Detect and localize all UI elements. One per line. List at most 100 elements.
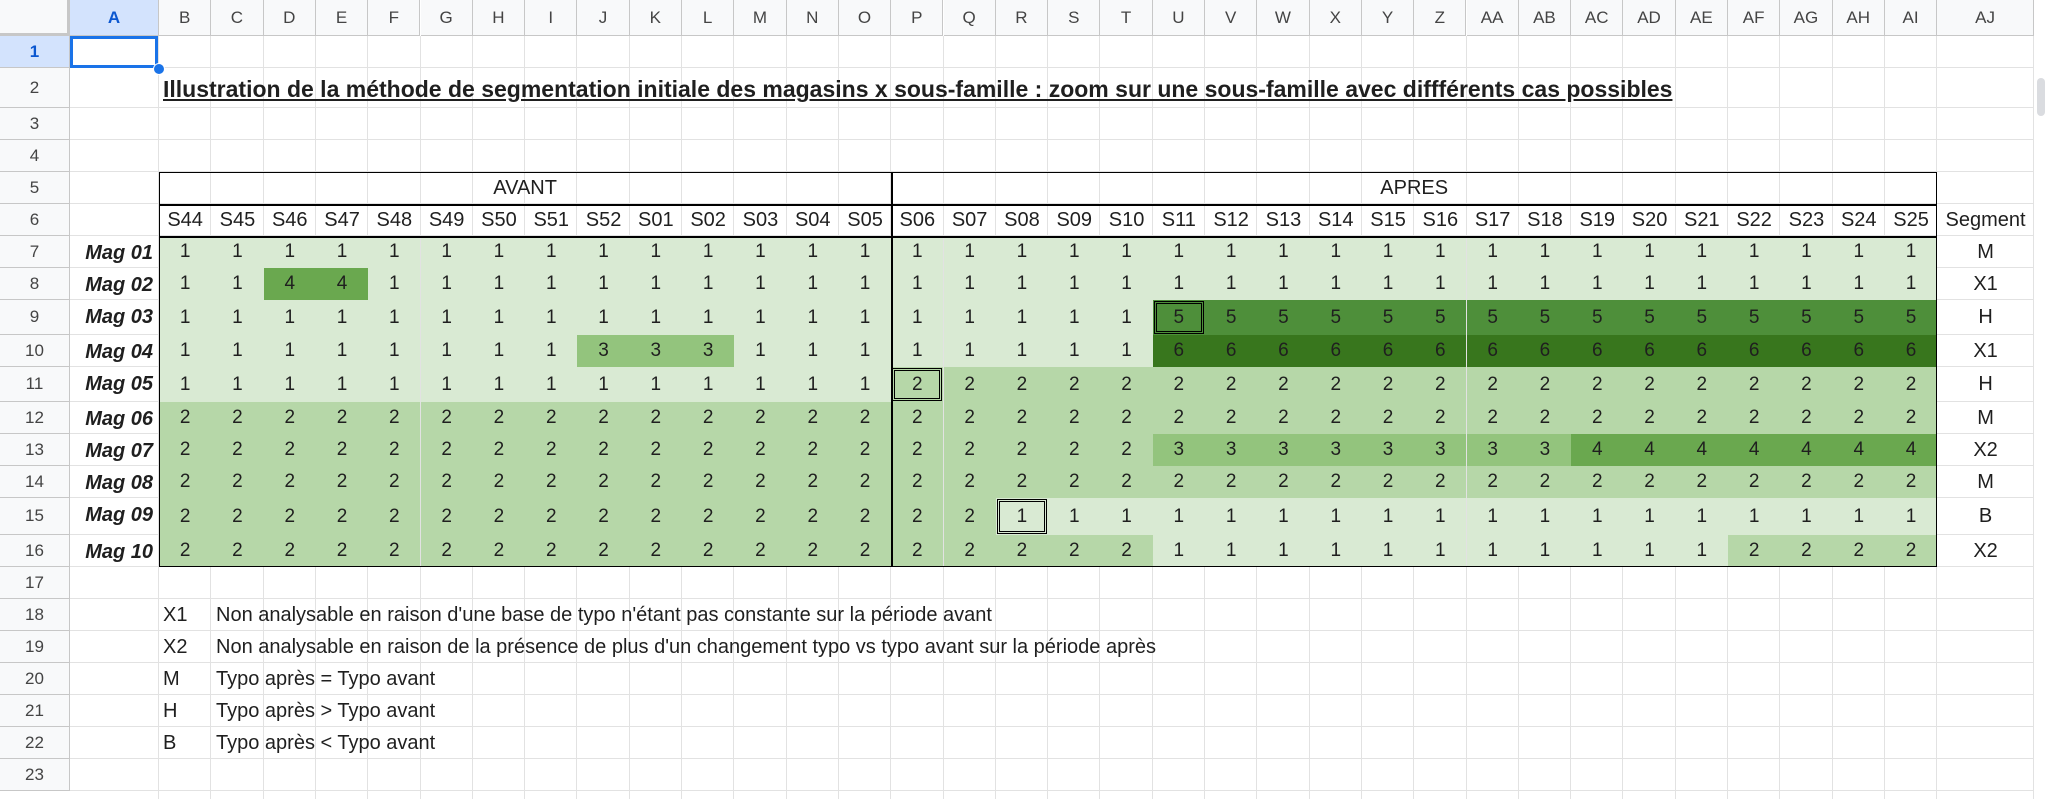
value-cell[interactable]: 1 xyxy=(1780,236,1833,268)
value-cell[interactable]: 1 xyxy=(1623,268,1676,300)
value-cell[interactable]: 6 xyxy=(1728,335,1781,367)
value-cell[interactable]: 1 xyxy=(211,335,264,367)
value-cell[interactable]: 2 xyxy=(577,466,630,498)
value-cell[interactable]: 2 xyxy=(943,466,996,498)
value-cell[interactable]: 1 xyxy=(1623,535,1676,567)
value-cell[interactable]: 2 xyxy=(472,466,526,498)
row-header-15[interactable]: 15 xyxy=(0,498,70,535)
value-cell[interactable]: 2 xyxy=(1728,535,1781,567)
value-cell[interactable]: 1 xyxy=(734,268,787,300)
value-cell[interactable]: 1 xyxy=(891,300,944,335)
value-cell[interactable]: 1 xyxy=(472,335,526,367)
value-cell[interactable]: 2 xyxy=(786,466,839,498)
value-cell[interactable]: 1 xyxy=(1152,268,1205,300)
value-cell[interactable]: 2 xyxy=(263,434,316,466)
value-cell[interactable]: 2 xyxy=(159,466,212,498)
value-cell[interactable]: 1 xyxy=(1414,236,1467,268)
value-cell[interactable]: 2 xyxy=(629,535,682,567)
value-cell[interactable]: 1 xyxy=(315,236,369,268)
value-cell[interactable]: 2 xyxy=(891,402,944,434)
value-cell[interactable]: 1 xyxy=(838,335,892,367)
value-cell[interactable]: 6 xyxy=(1205,335,1258,367)
value-cell[interactable]: 2 xyxy=(786,434,839,466)
row-header-11[interactable]: 11 xyxy=(0,367,70,402)
value-cell[interactable]: 2 xyxy=(682,466,735,498)
value-cell[interactable]: 2 xyxy=(786,402,839,434)
value-cell[interactable]: 1 xyxy=(1048,236,1101,268)
value-cell[interactable]: 1 xyxy=(1466,535,1519,567)
value-cell[interactable]: 2 xyxy=(1048,434,1101,466)
value-cell[interactable]: 1 xyxy=(1623,236,1676,268)
value-cell[interactable]: 1 xyxy=(629,367,682,402)
value-cell[interactable]: 1 xyxy=(1048,498,1101,535)
value-cell[interactable]: 2 xyxy=(682,535,735,567)
value-cell[interactable]: 4 xyxy=(1623,434,1676,466)
value-cell[interactable]: 1 xyxy=(420,367,473,402)
value-cell[interactable]: 2 xyxy=(629,434,682,466)
value-cell[interactable]: 2 xyxy=(1518,466,1572,498)
value-cell[interactable]: 1 xyxy=(786,236,839,268)
row-header-13[interactable]: 13 xyxy=(0,434,70,466)
value-cell[interactable]: 2 xyxy=(1100,535,1153,567)
column-header-AI[interactable]: AI xyxy=(1884,0,1938,36)
value-cell[interactable]: 2 xyxy=(1884,535,1938,567)
value-cell[interactable]: 2 xyxy=(1466,367,1519,402)
value-cell[interactable]: 2 xyxy=(629,466,682,498)
value-cell[interactable]: 6 xyxy=(1257,335,1310,367)
row-header-5[interactable]: 5 xyxy=(0,172,70,204)
value-cell[interactable]: 1 xyxy=(1675,236,1728,268)
value-cell[interactable]: 1 xyxy=(838,367,892,402)
value-cell[interactable]: 1 xyxy=(368,236,421,268)
column-header-I[interactable]: I xyxy=(525,0,578,36)
value-cell[interactable]: 1 xyxy=(1571,498,1624,535)
value-cell[interactable]: 1 xyxy=(891,236,944,268)
value-cell[interactable]: 2 xyxy=(1832,466,1885,498)
value-cell[interactable]: 2 xyxy=(1257,402,1310,434)
row-header-22[interactable]: 22 xyxy=(0,727,70,759)
value-cell[interactable]: 2 xyxy=(838,535,892,567)
value-cell[interactable]: 5 xyxy=(1832,300,1885,335)
value-cell[interactable]: 2 xyxy=(1414,367,1467,402)
value-cell[interactable]: 2 xyxy=(1048,367,1101,402)
value-cell[interactable]: 2 xyxy=(368,535,421,567)
value-cell[interactable]: 1 xyxy=(943,268,996,300)
value-cell[interactable]: 2 xyxy=(263,402,316,434)
value-cell[interactable]: 1 xyxy=(1361,236,1415,268)
value-cell[interactable]: 2 xyxy=(682,402,735,434)
fill-handle[interactable] xyxy=(153,63,165,75)
column-header-AG[interactable]: AG xyxy=(1780,0,1833,36)
value-cell[interactable]: 2 xyxy=(838,402,892,434)
value-cell[interactable]: 1 xyxy=(1100,236,1153,268)
row-header-2[interactable]: 2 xyxy=(0,68,70,108)
value-cell[interactable]: 3 xyxy=(1152,434,1205,466)
value-cell[interactable]: 1 xyxy=(838,268,892,300)
column-header-M[interactable]: M xyxy=(734,0,787,36)
column-header-AF[interactable]: AF xyxy=(1728,0,1781,36)
value-cell[interactable]: 1 xyxy=(1414,498,1467,535)
value-cell[interactable]: 1 xyxy=(1152,236,1205,268)
value-cell[interactable]: 1 xyxy=(943,300,996,335)
value-cell[interactable]: 2 xyxy=(682,498,735,535)
value-cell[interactable]: 2 xyxy=(525,434,578,466)
value-cell[interactable]: 1 xyxy=(211,236,264,268)
value-cell[interactable]: 1 xyxy=(682,367,735,402)
value-cell[interactable]: 2 xyxy=(1832,535,1885,567)
value-cell[interactable]: 2 xyxy=(472,498,526,535)
value-cell[interactable]: 1 xyxy=(1205,535,1258,567)
value-cell[interactable]: 2 xyxy=(943,535,996,567)
value-cell[interactable]: 2 xyxy=(263,466,316,498)
row-header-14[interactable]: 14 xyxy=(0,466,70,498)
row-header-10[interactable]: 10 xyxy=(0,335,70,367)
value-cell[interactable]: 2 xyxy=(1728,367,1781,402)
value-cell[interactable]: 2 xyxy=(943,367,996,402)
value-cell[interactable]: 2 xyxy=(577,434,630,466)
value-cell[interactable]: 2 xyxy=(159,535,212,567)
column-header-Q[interactable]: Q xyxy=(943,0,996,36)
value-cell[interactable]: 2 xyxy=(1100,434,1153,466)
value-cell[interactable]: 1 xyxy=(472,367,526,402)
value-cell[interactable]: 1 xyxy=(1571,268,1624,300)
value-cell[interactable]: 2 xyxy=(1309,367,1362,402)
row-header-7[interactable]: 7 xyxy=(0,236,70,268)
value-cell[interactable]: 6 xyxy=(1571,335,1624,367)
